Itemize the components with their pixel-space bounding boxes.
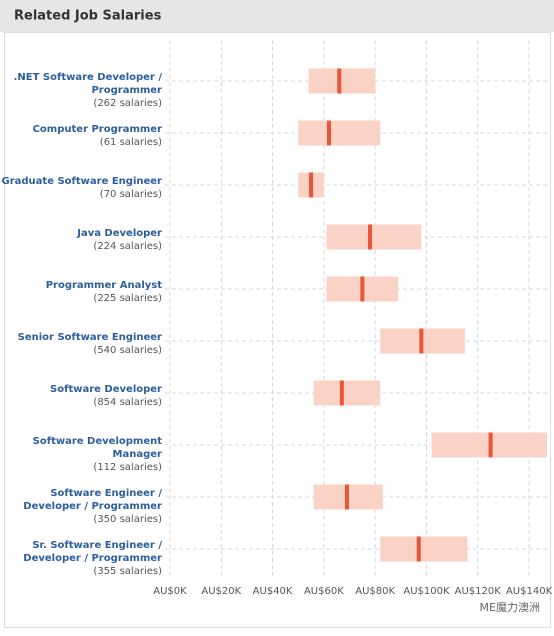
salary-count: (355 salaries): [93, 566, 162, 577]
median-marker: [309, 172, 314, 198]
job-title: Computer Programmer: [33, 124, 162, 135]
median-marker: [416, 536, 421, 562]
median-marker: [488, 432, 493, 458]
job-title: Software Engineer /: [50, 488, 162, 499]
salary-count: (112 salaries): [93, 462, 162, 473]
job-title: Java Developer: [76, 228, 162, 239]
salary-range: [298, 120, 381, 146]
job-title: .NET Software Developer /: [14, 72, 163, 83]
salary-count: (540 salaries): [93, 345, 162, 356]
job-title: Manager: [113, 449, 163, 460]
job-title: Developer / Programmer: [23, 501, 162, 512]
salary-count: (224 salaries): [93, 241, 162, 252]
median-marker: [368, 224, 373, 250]
x-tick-label: AU$60K: [304, 586, 344, 597]
job-title: Sr. Software Engineer /: [32, 540, 162, 551]
header-title: Related Job Salaries: [14, 9, 162, 24]
median-marker: [327, 120, 332, 146]
x-tick-label: AU$120K: [455, 586, 502, 597]
salary-range: [308, 68, 376, 94]
salary-range: [326, 224, 422, 250]
job-title: Developer / Programmer: [23, 553, 162, 564]
job-title: Senior Software Engineer: [18, 332, 162, 343]
job-title: Programmer: [91, 85, 162, 96]
median-marker: [337, 68, 342, 94]
job-title: Graduate Software Engineer: [2, 176, 163, 187]
job-title: Software Development: [33, 436, 163, 447]
salary-range: [313, 380, 381, 406]
salary-count: (262 salaries): [93, 98, 162, 109]
job-title: Programmer Analyst: [46, 280, 163, 291]
x-tick-label: AU$100K: [403, 586, 450, 597]
median-marker: [419, 328, 424, 354]
job-title: Software Developer: [50, 384, 162, 395]
salary-range: [380, 536, 468, 562]
median-marker: [344, 484, 349, 510]
x-tick-label: AU$80K: [355, 586, 395, 597]
watermark: ME魔力澳洲: [480, 600, 540, 614]
salary-count: (225 salaries): [93, 293, 162, 304]
salary-count: (350 salaries): [93, 514, 162, 525]
x-tick-label: AU$140K: [506, 586, 553, 597]
median-marker: [339, 380, 344, 406]
salary-count: (854 salaries): [93, 397, 162, 408]
x-tick-label: AU$0K: [153, 586, 187, 597]
x-tick-label: AU$20K: [201, 586, 241, 597]
panel: [4, 32, 551, 628]
median-marker: [360, 276, 365, 302]
header-bar: [0, 0, 554, 32]
salary-count: (70 salaries): [100, 189, 162, 200]
salary-count: (61 salaries): [100, 137, 162, 148]
x-tick-label: AU$40K: [253, 586, 293, 597]
